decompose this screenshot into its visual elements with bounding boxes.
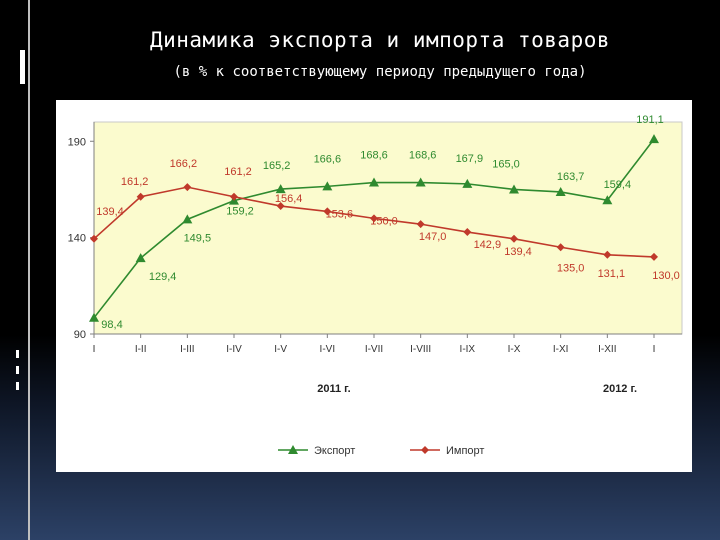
data-point-import: [556, 243, 565, 252]
data-point-export: [509, 184, 519, 194]
data-label-import: 139,4: [96, 206, 124, 218]
y-tick-label: 90: [74, 329, 86, 341]
slide-accent-mark: [16, 366, 19, 374]
slide-accent-mark: [16, 382, 19, 390]
data-point-export: [649, 134, 659, 144]
data-point-import: [370, 214, 378, 223]
data-label-import: 147,0: [419, 231, 447, 243]
data-label-import: 161,2: [121, 176, 149, 188]
x-tick-label: I-III: [180, 344, 194, 355]
data-label-export: 168,6: [360, 150, 388, 162]
data-label-import: 139,4: [504, 246, 532, 258]
x-tick-label: I: [93, 344, 96, 355]
y-tick-label: 190: [68, 136, 86, 148]
slide-accent-bar: [20, 50, 25, 84]
data-point-export: [322, 181, 333, 191]
legend-label: Импорт: [446, 445, 484, 457]
data-label-import: 153,6: [326, 208, 354, 220]
data-label-export: 167,9: [456, 153, 484, 165]
data-point-import: [463, 228, 472, 237]
data-label-export: 149,5: [184, 232, 212, 244]
data-point-export: [89, 312, 99, 322]
x-tick-label: I-X: [508, 344, 521, 355]
x-tick-label: I-VIII: [410, 344, 431, 355]
data-label-export: 129,4: [149, 271, 177, 283]
data-label-import: 135,0: [557, 262, 585, 274]
data-label-import: 156,4: [275, 193, 303, 205]
data-point-export: [135, 253, 146, 263]
data-point-import: [230, 192, 238, 201]
x-tick-label: I-IX: [460, 344, 476, 355]
data-label-export: 168,6: [409, 150, 437, 162]
data-label-import: 131,1: [598, 268, 626, 280]
slide-title: Динамика экспорта и импорта товаров: [149, 28, 610, 52]
data-label-export: 163,7: [557, 171, 585, 183]
data-point-import: [416, 220, 425, 229]
x-tick-label: I-V: [274, 344, 287, 355]
data-label-export: 165,0: [492, 158, 520, 170]
legend-marker-import: [421, 446, 429, 454]
slide-accent-line: [28, 0, 30, 540]
x-tick-label: I-VI: [320, 344, 336, 355]
data-point-import: [323, 207, 332, 216]
slide-accent-mark: [16, 350, 19, 358]
x-tick-label: I-XI: [553, 344, 569, 355]
chart-container: 90 140 190 I I-II I-III I-IV I-V I-VI I-VII I-VIII…: [56, 100, 692, 472]
data-label-import: 150,0: [370, 215, 398, 227]
data-point-export: [415, 177, 426, 187]
data-point-import: [276, 202, 285, 211]
data-label-export: 159,2: [226, 206, 254, 218]
data-point-export: [275, 184, 286, 194]
data-point-export: [462, 178, 473, 188]
data-point-import: [90, 234, 98, 243]
line-chart: 90 140 190 I I-II I-III I-IV I-V I-VI I-VII I-VIII…: [68, 114, 683, 457]
data-label-import: 166,2: [170, 158, 198, 170]
x-tick-label: I-IV: [226, 344, 242, 355]
data-label-import: 161,2: [224, 166, 252, 178]
legend-marker-export: [288, 445, 298, 454]
data-point-import: [650, 252, 658, 261]
data-point-import: [510, 234, 518, 243]
data-point-import: [603, 250, 612, 259]
year-label: 2011 г.: [317, 383, 350, 395]
data-point-export: [602, 195, 613, 205]
data-point-import: [183, 183, 192, 192]
x-tick-label: I-VII: [365, 344, 383, 355]
x-tick-label: I: [653, 344, 656, 355]
data-label-export: 165,2: [263, 160, 291, 172]
data-label-import: 142,9: [474, 239, 502, 251]
y-tick-label: 140: [68, 233, 86, 245]
slide-subtitle: (в % к соответствующему периоду предыдущ…: [173, 64, 587, 80]
data-point-export: [182, 214, 193, 224]
data-point-export: [369, 177, 379, 187]
data-point-import: [136, 192, 145, 201]
data-label-export: 191,1: [636, 114, 664, 126]
plot-area: [93, 121, 683, 335]
data-label-export: 166,6: [314, 153, 342, 165]
x-tick-label: I-II: [135, 344, 147, 355]
x-tick-label: I-XII: [598, 344, 616, 355]
data-label-import: 130,0: [652, 270, 680, 282]
legend-label: Экспорт: [314, 445, 355, 457]
year-label: 2012 г.: [603, 383, 637, 395]
data-label-export: 98,4: [101, 319, 122, 331]
data-label-export: 159,4: [604, 179, 632, 191]
data-point-export: [555, 186, 566, 196]
